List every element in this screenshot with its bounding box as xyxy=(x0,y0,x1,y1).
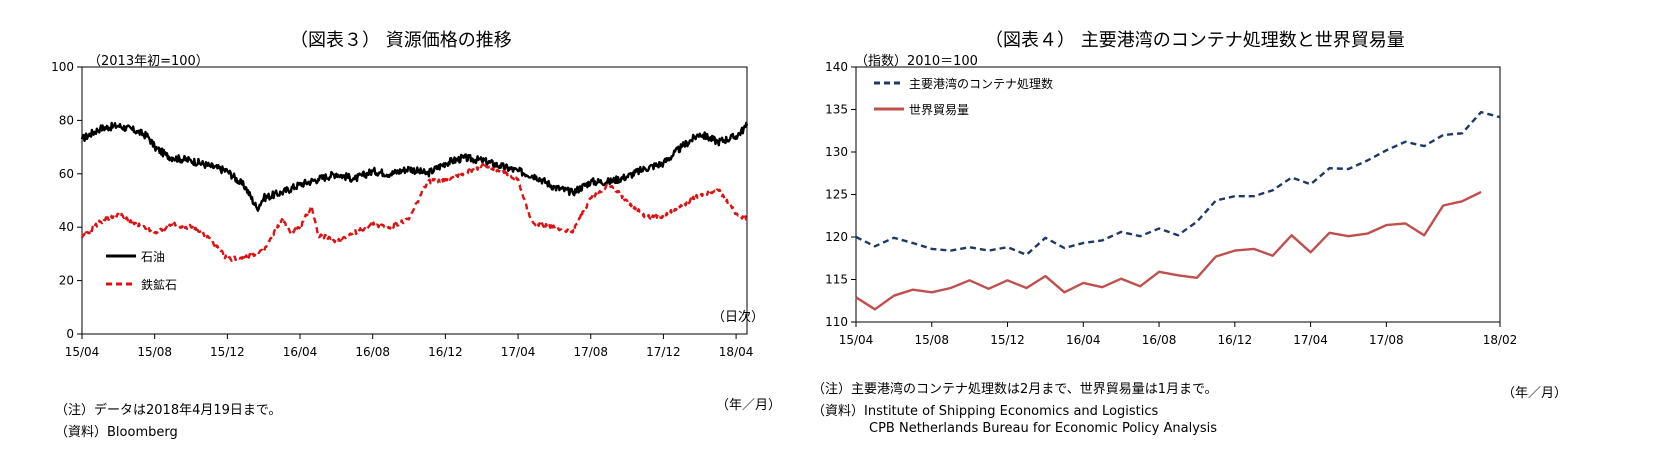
source-text: （資料）Bloomberg xyxy=(55,425,178,440)
legend-label: 石油 xyxy=(141,250,165,264)
x-tick-label: 15/12 xyxy=(990,333,1025,347)
x-tick-label: 17/04 xyxy=(501,345,536,359)
y-tick-label: 115 xyxy=(825,273,848,287)
x-tick-label: 16/04 xyxy=(1066,333,1101,347)
series-line-oil xyxy=(80,121,749,212)
x-axis-period-label: （年／月） xyxy=(716,398,782,413)
x-tick-label: 17/04 xyxy=(1293,333,1328,347)
note-text: （注）データは2018年4月19日まで。 xyxy=(55,403,282,418)
y-tick-label: 60 xyxy=(59,167,74,181)
x-tick-label: 15/04 xyxy=(839,333,874,347)
source-text: （資料）Institute of Shipping Economics and … xyxy=(812,404,1159,419)
y-axis-unit-label: （指数）2010＝100 xyxy=(855,54,978,69)
x-tick-label: 15/08 xyxy=(914,333,949,347)
y-tick-label: 125 xyxy=(825,188,848,202)
legend-label: 鉄鉱石 xyxy=(141,277,177,292)
y-tick-label: 0 xyxy=(66,327,74,341)
x-tick-label: 16/08 xyxy=(355,345,390,359)
legend-label: 世界貿易量 xyxy=(909,103,969,117)
y-tick-label: 40 xyxy=(59,220,74,234)
chart-panel-container-trade: （図表４） 主要港湾のコンテナ処理数と世界貿易量 （指数）2010＝100 11… xyxy=(812,0,1658,468)
chart-title: （図表３） 資源価格の推移 xyxy=(290,30,512,51)
y-tick-label: 120 xyxy=(825,230,848,244)
x-tick-label: 18/02 xyxy=(1483,333,1518,347)
chart-svg-resource-prices: 0 20 40 60 80 100 15/04 15/08 15/12 16/04 16/08 16/… xyxy=(51,60,754,359)
series-line-world-trade xyxy=(855,190,1482,311)
x-tick-label: 16/12 xyxy=(428,345,463,359)
x-tick-label: 16/08 xyxy=(1142,333,1177,347)
x-axis-period-label: （年／月） xyxy=(1502,386,1568,401)
y-tick-label: 135 xyxy=(825,103,848,117)
y-tick-label: 100 xyxy=(51,60,74,74)
plot-area xyxy=(81,66,748,335)
y-axis-unit-label: （2013年初=100） xyxy=(88,54,209,69)
frequency-label: （日次） xyxy=(712,310,765,325)
legend-label: 主要港湾のコンテナ処理数 xyxy=(909,76,1053,91)
chart-title: （図表４） 主要港湾のコンテナ処理数と世界貿易量 xyxy=(985,30,1405,51)
y-tick-label: 140 xyxy=(825,60,848,74)
y-tick-label: 110 xyxy=(825,315,848,329)
x-tick-label: 15/08 xyxy=(137,345,172,359)
source-text-2: CPB Netherlands Bureau for Economic Poli… xyxy=(869,421,1218,436)
series-line-iron-ore xyxy=(80,162,748,262)
x-tick-label: 15/12 xyxy=(210,345,245,359)
y-tick-label: 80 xyxy=(59,113,74,127)
y-tick-label: 130 xyxy=(825,145,848,159)
chart-svg-container-trade: 110 115 120 125 130 135 140 15/04 15/08 15/12 16/0… xyxy=(825,60,1518,347)
x-tick-label: 18/04 xyxy=(719,345,754,359)
x-tick-label: 17/08 xyxy=(1369,333,1404,347)
x-tick-label: 15/04 xyxy=(65,345,100,359)
x-tick-label: 17/12 xyxy=(646,345,681,359)
x-tick-label: 16/12 xyxy=(1218,333,1253,347)
note-text: （注）主要港湾のコンテナ処理数は2月まで、世界貿易量は1月まで。 xyxy=(812,382,1218,397)
y-tick-label: 20 xyxy=(59,274,74,288)
x-tick-label: 17/08 xyxy=(573,345,608,359)
x-tick-label: 16/04 xyxy=(283,345,318,359)
chart-panel-resource-prices: （図表３） 資源価格の推移 （2013年初=100） 0 20 40 60 80 100 1… xyxy=(0,0,820,468)
series-line-container-throughput xyxy=(855,110,1501,256)
